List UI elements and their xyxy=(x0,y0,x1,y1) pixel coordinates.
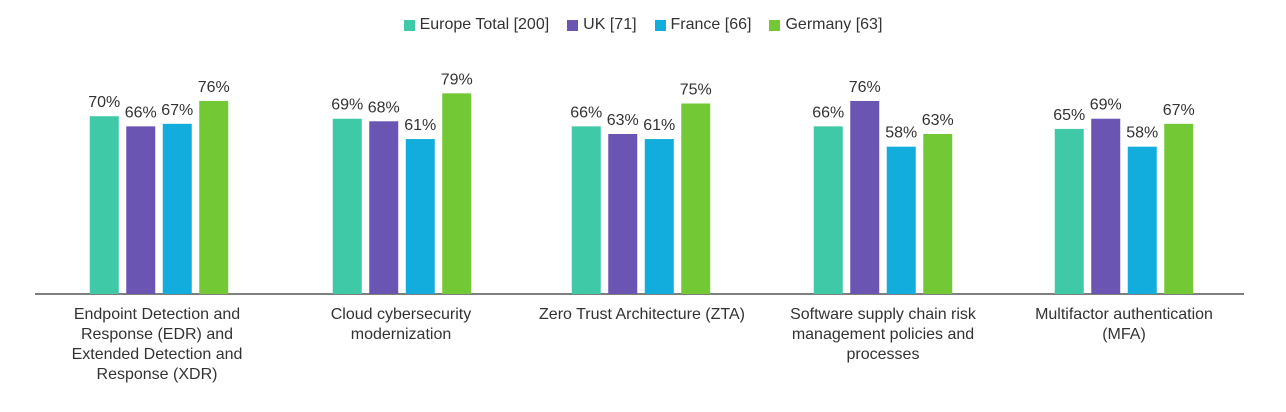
data-label: 75% xyxy=(680,82,712,99)
bar xyxy=(1091,118,1121,295)
bar xyxy=(89,116,119,294)
data-label: 61% xyxy=(643,117,675,134)
legend: Europe Total [200] UK [71] France [66] G… xyxy=(0,16,1286,34)
bar xyxy=(1127,146,1157,294)
bar xyxy=(199,100,229,295)
bar xyxy=(405,139,435,294)
category-label-supply-chain: Software supply chain risk management po… xyxy=(790,306,976,363)
data-label: 58% xyxy=(885,125,917,142)
bar xyxy=(608,133,638,294)
data-label: 61% xyxy=(404,117,436,134)
bar xyxy=(923,133,953,294)
legend-label: UK [71] xyxy=(583,16,637,33)
data-label: 66% xyxy=(570,104,602,121)
legend-label: France [66] xyxy=(670,16,752,33)
data-label: 67% xyxy=(161,102,193,119)
data-label: 76% xyxy=(849,79,881,96)
bar xyxy=(1054,128,1084,294)
data-label: 68% xyxy=(368,99,400,116)
data-label: 70% xyxy=(88,94,120,111)
data-label: 67% xyxy=(1163,102,1195,119)
bar xyxy=(850,100,880,295)
bar xyxy=(1164,123,1194,294)
legend-swatch xyxy=(769,19,781,31)
bar xyxy=(644,139,674,294)
category-label-edr-xdr: Endpoint Detection and Response (EDR) an… xyxy=(71,306,243,383)
legend-swatch xyxy=(654,19,666,31)
bar xyxy=(442,93,472,294)
data-label: 79% xyxy=(441,71,473,88)
data-label: 66% xyxy=(125,104,157,121)
bar xyxy=(162,123,192,294)
bar xyxy=(886,146,916,294)
legend-swatch xyxy=(403,19,415,31)
data-label: 65% xyxy=(1053,107,1085,124)
bar xyxy=(369,121,399,294)
legend-item-europe-total: Europe Total [200] xyxy=(403,16,550,34)
legend-swatch xyxy=(567,19,579,31)
legend-item-germany: Germany [63] xyxy=(769,16,882,34)
legend-item-france: France [66] xyxy=(654,16,752,34)
category-label-mfa: Multifactor authentication (MFA) xyxy=(1035,306,1213,343)
bar xyxy=(813,126,843,294)
category-label-zta: Zero Trust Architecture (ZTA) xyxy=(539,306,745,323)
data-label: 63% xyxy=(607,112,639,129)
bar xyxy=(681,103,711,294)
data-label: 69% xyxy=(1090,97,1122,114)
data-label: 66% xyxy=(812,104,844,121)
legend-label: Europe Total [200] xyxy=(419,16,550,33)
legend-item-uk: UK [71] xyxy=(567,16,637,34)
data-label: 63% xyxy=(922,112,954,129)
bar xyxy=(571,126,601,294)
data-label: 58% xyxy=(1126,125,1158,142)
bar xyxy=(332,118,362,295)
bar xyxy=(126,126,156,294)
data-label: 76% xyxy=(198,79,230,96)
data-label: 69% xyxy=(331,97,363,114)
legend-label: Germany [63] xyxy=(785,16,883,33)
category-label-cloud-modernization: Cloud cybersecurity modernization xyxy=(330,306,472,343)
